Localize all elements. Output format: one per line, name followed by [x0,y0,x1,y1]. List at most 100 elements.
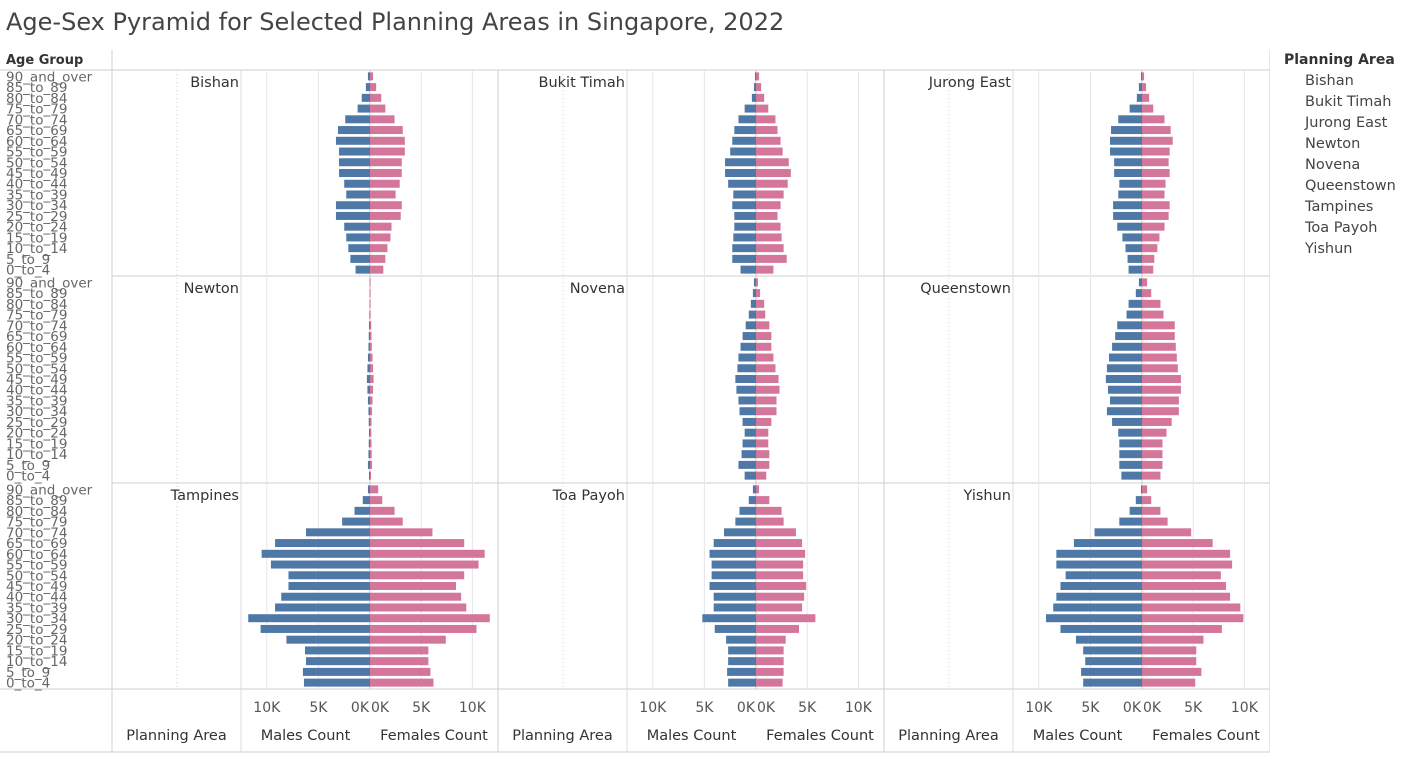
female-bar [370,517,403,526]
age-group-label: 30_to_34 [6,198,67,214]
male-bar [367,364,370,373]
female-bar [1142,342,1176,351]
female-bar [756,158,789,167]
female-bar [370,460,373,469]
male-bar [702,614,756,623]
legend-item-novena[interactable]: Novena [1305,157,1361,173]
male-bar [261,549,370,558]
male-bar [281,592,370,601]
male-bar [736,385,756,394]
male-bar [713,592,756,601]
female-bar [370,278,371,287]
female-bar [370,657,429,666]
male-bar [1111,126,1142,135]
age-group-label: 70_to_74 [6,318,67,334]
age-group-label: 50_to_54 [6,568,67,584]
male-bar [275,603,370,612]
male-bar [339,169,370,177]
female-bar [1142,289,1152,298]
female-bar [370,678,434,687]
male-bar [1135,496,1142,505]
column-header-planning-area: Planning Area [126,728,226,744]
female-bar [756,428,769,437]
column-header-females: Females Count [380,728,488,744]
females-tick-label: 0K [1143,700,1162,716]
age-group-label: 90_and_over [6,275,93,291]
age-group-label: 5_to_9 [6,458,50,474]
column-header-males: Males Count [647,728,737,744]
male-bar [1121,471,1142,480]
female-bar [756,147,783,156]
male-bar [740,265,756,274]
legend-item-toa-payoh[interactable]: Toa Payoh [1305,220,1378,236]
male-bar [1138,278,1142,287]
female-bar [756,624,800,633]
male-bar [738,396,756,405]
age-group-label: 0_to_4 [6,676,50,692]
female-bar [370,506,395,515]
male-bar [366,375,370,383]
legend-item-tampines[interactable]: Tampines [1305,199,1374,215]
legend-item-bishan[interactable]: Bishan [1305,73,1354,89]
male-bar [1107,385,1142,394]
age-group-label: 60_to_64 [6,134,67,150]
male-bar [734,211,756,220]
female-bar [756,353,774,362]
male-bar [1065,571,1142,580]
age-group-label: 85_to_89 [6,286,67,302]
male-bar [275,539,370,548]
female-bar [756,396,777,405]
male-bar [728,657,756,666]
female-bar [370,428,372,437]
age-group-label: 5_to_9 [6,665,50,681]
female-bar [1142,582,1226,590]
male-bar [734,126,756,135]
male-bar [726,635,756,644]
male-bar [1117,222,1142,231]
column-header-planning-area: Planning Area [512,728,612,744]
males-tick-label: 5K [1081,700,1100,716]
female-bar [370,265,384,274]
male-bar [1060,582,1142,590]
male-bar [1114,158,1142,167]
female-bar [370,539,465,548]
male-bar [369,289,371,298]
age-group-label: 65_to_69 [6,536,67,552]
female-bar [1142,571,1221,580]
females-tick-label: 5K [1184,700,1203,716]
male-bar [306,528,370,537]
female-bar [756,364,776,373]
male-bar [733,190,756,199]
female-bar [370,104,386,113]
age-group-label: 55_to_59 [6,558,67,574]
legend-item-queenstown[interactable]: Queenstown [1305,178,1396,194]
male-bar [367,72,370,81]
males-tick-label: 5K [309,700,328,716]
female-bar [370,83,377,92]
female-bar [1142,93,1150,102]
female-bar [370,310,371,319]
male-bar [302,667,370,676]
female-bar [1142,624,1222,633]
legend-item-newton[interactable]: Newton [1305,136,1361,152]
male-bar [368,450,370,459]
female-bar [370,222,392,231]
male-bar [752,485,756,494]
age-group-label: 30_to_34 [6,404,67,420]
legend[interactable]: Planning Area Bishan Bukit Timah Jurong … [1284,52,1420,260]
male-bar [367,485,370,494]
age-group-label: 45_to_49 [6,579,67,595]
legend-item-yishun[interactable]: Yishun [1305,241,1353,257]
female-bar [756,592,805,601]
legend-item-bukit-timah[interactable]: Bukit Timah [1305,94,1392,110]
legend-item-jurong-east[interactable]: Jurong East [1305,115,1388,131]
male-bar [730,147,756,156]
female-bar [756,83,762,92]
male-bar [744,428,756,437]
female-bar [1142,310,1164,319]
male-bar [1118,428,1142,437]
male-bar [286,635,370,644]
male-bar [367,396,370,405]
panel-area-label: Yishun [963,488,1012,504]
